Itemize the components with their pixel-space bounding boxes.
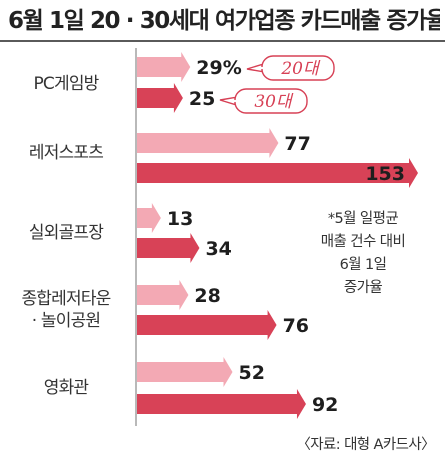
data-label: 28 — [194, 285, 220, 307]
category-label-line: 종합레저타운 — [21, 289, 111, 309]
title-divider — [0, 40, 445, 42]
category-label-line: · 놀이공원 — [31, 311, 101, 331]
bar-30s — [137, 158, 418, 188]
note-line: 6월 1일 — [339, 257, 387, 273]
data-label: 52 — [239, 362, 265, 384]
data-label: 34 — [205, 238, 231, 260]
category-label: 종합레저타운 · 놀이공원 — [0, 288, 132, 332]
bar-30s — [137, 233, 200, 263]
bar-20s — [137, 280, 189, 310]
source-credit: 〈자료: 대형 A카드사〉 — [296, 437, 435, 453]
category-label: 실외골프장 — [0, 222, 132, 244]
data-label: 77 — [284, 133, 310, 155]
bar-30s — [137, 310, 277, 340]
bar-20s — [137, 203, 161, 233]
category-label: 레저스포츠 — [0, 142, 132, 164]
bar-20s — [137, 52, 191, 82]
category-label-line: 실외골프장 — [28, 223, 104, 243]
data-label: 76 — [283, 315, 309, 337]
note-line: *5월 일평균 — [327, 211, 399, 227]
data-label: 29% — [196, 57, 241, 79]
category-label: 영화관 — [0, 377, 132, 399]
note-line: 증가율 — [343, 280, 383, 296]
legend-label: 20대 — [280, 59, 321, 79]
bar-20s — [137, 357, 233, 387]
category-label-line: 영화관 — [43, 378, 89, 398]
category-axis-line — [135, 48, 137, 426]
data-label: 153 — [365, 163, 405, 185]
legend-label: 30대 — [254, 92, 294, 112]
legend-callout — [219, 88, 308, 114]
category-label-line: 레저스포츠 — [28, 143, 104, 163]
chart-title: 6월 1일 20 · 30세대 여가업종 카드매출 증가율 — [8, 8, 440, 34]
data-label: 92 — [312, 394, 338, 416]
bar-30s — [137, 389, 306, 419]
data-label: 13 — [167, 208, 193, 230]
note-line: 매출 건수 대비 — [320, 234, 406, 250]
category-label: PC게임방 — [0, 73, 132, 95]
data-label: 25 — [189, 88, 215, 110]
chart-note: *5월 일평균 매출 건수 대비 6월 1일 증가율 — [296, 208, 430, 300]
bar-30s — [137, 83, 183, 113]
category-label-line: PC게임방 — [33, 74, 99, 94]
legend-callout — [246, 55, 335, 81]
bar-20s — [137, 128, 279, 158]
